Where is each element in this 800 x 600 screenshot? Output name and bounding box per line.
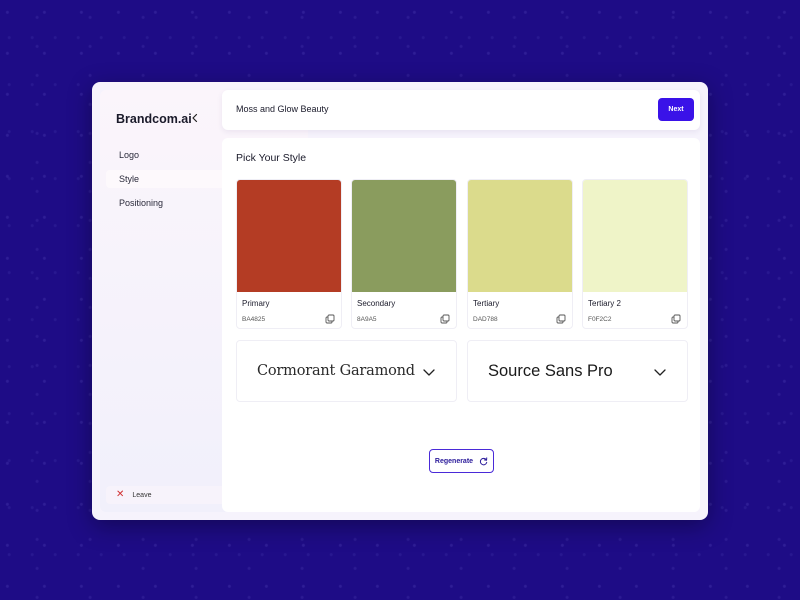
color-hex: DAD788 bbox=[473, 316, 498, 323]
next-button[interactable]: Next bbox=[658, 98, 694, 121]
regenerate-button[interactable]: Regenerate bbox=[429, 449, 494, 473]
copy-icon[interactable] bbox=[556, 314, 566, 324]
app-window: Brandcom.ai Logo Style Positioning ✕ Lea… bbox=[92, 82, 708, 520]
color-name: Tertiary 2 bbox=[588, 299, 621, 308]
color-hex: BA4825 bbox=[242, 316, 266, 323]
color-swatch bbox=[237, 180, 341, 292]
color-name: Primary bbox=[242, 299, 270, 308]
color-card-primary[interactable]: Primary BA4825 bbox=[236, 179, 342, 329]
color-name: Tertiary bbox=[473, 299, 500, 308]
color-swatch bbox=[352, 180, 456, 292]
color-palette: Primary BA4825 Secondary 8A9A5 Tertiary bbox=[236, 179, 688, 329]
color-name: Secondary bbox=[357, 299, 396, 308]
regenerate-label: Regenerate bbox=[434, 457, 474, 465]
heading-font-select[interactable]: Cormorant Garamond bbox=[236, 340, 457, 402]
body-font-select[interactable]: Source Sans Pro bbox=[467, 340, 688, 402]
sidebar-item-logo[interactable]: Logo bbox=[119, 150, 140, 160]
chevron-down-icon bbox=[654, 369, 666, 376]
chevron-down-icon bbox=[423, 369, 435, 376]
top-bar: Moss and Glow Beauty Next bbox=[222, 90, 700, 130]
color-card-tertiary[interactable]: Tertiary DAD788 bbox=[467, 179, 573, 329]
font-name: Source Sans Pro bbox=[488, 362, 613, 380]
chevron-left-icon bbox=[192, 113, 198, 123]
font-name: Cormorant Garamond bbox=[257, 363, 415, 379]
copy-icon[interactable] bbox=[671, 314, 681, 324]
close-icon: ✕ bbox=[116, 489, 125, 500]
color-swatch bbox=[583, 180, 687, 292]
color-swatch bbox=[468, 180, 572, 292]
copy-icon[interactable] bbox=[440, 314, 450, 324]
leave-label: Leave bbox=[132, 491, 152, 499]
color-card-secondary[interactable]: Secondary 8A9A5 bbox=[351, 179, 457, 329]
brand-logo: Brandcom.ai bbox=[116, 112, 192, 126]
color-hex: F0F2C2 bbox=[588, 316, 612, 323]
collapse-sidebar-button[interactable] bbox=[188, 111, 202, 125]
project-name: Moss and Glow Beauty bbox=[236, 104, 329, 114]
color-card-tertiary-2[interactable]: Tertiary 2 F0F2C2 bbox=[582, 179, 688, 329]
style-panel: Pick Your Style Primary BA4825 Secondary… bbox=[222, 138, 700, 512]
sidebar-item-positioning[interactable]: Positioning bbox=[119, 198, 164, 208]
color-hex: 8A9A5 bbox=[357, 316, 377, 323]
copy-icon[interactable] bbox=[325, 314, 335, 324]
page-title: Pick Your Style bbox=[236, 152, 307, 164]
refresh-icon bbox=[479, 456, 488, 465]
